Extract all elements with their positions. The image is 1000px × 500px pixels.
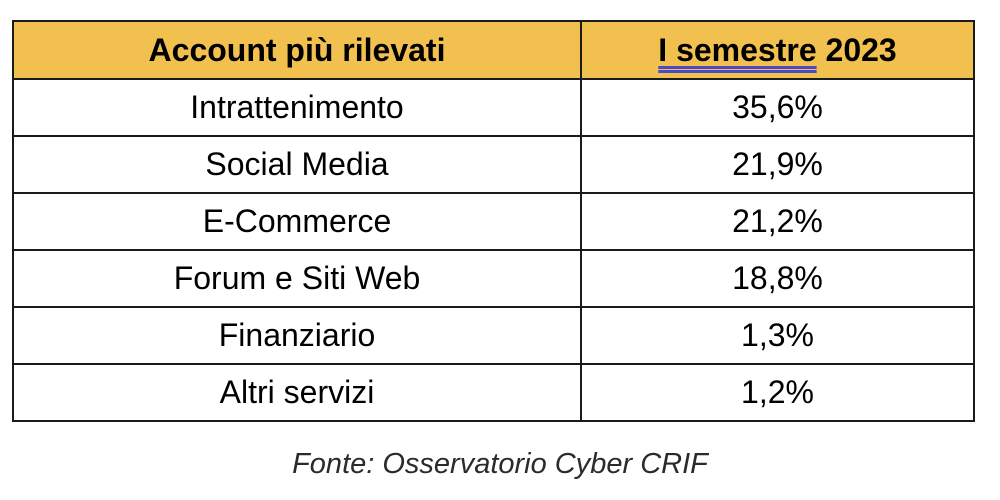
row-value: 21,9% (580, 135, 975, 194)
column-header-category: Account più rilevati (12, 20, 582, 80)
row-category: Finanziario (12, 306, 582, 365)
column-header-period: I semestre 2023 (580, 20, 975, 80)
account-table: Account più rilevati I semestre 2023 Int… (12, 20, 975, 422)
row-value: 1,2% (580, 363, 975, 422)
source-caption: Fonte: Osservatorio Cyber CRIF (292, 448, 708, 480)
row-value: 21,2% (580, 192, 975, 251)
row-category: Intrattenimento (12, 78, 582, 137)
row-category: Altri servizi (12, 363, 582, 422)
row-category: Forum e Siti Web (12, 249, 582, 308)
table-row: Social Media 21,9% (12, 135, 975, 194)
row-value: 18,8% (580, 249, 975, 308)
table-header-row: Account più rilevati I semestre 2023 (12, 20, 975, 80)
column-header-period-year: 2023 (816, 31, 897, 68)
table-row: Altri servizi 1,2% (12, 363, 975, 422)
table-row: E-Commerce 21,2% (12, 192, 975, 251)
column-header-period-underlined: I semestre (658, 31, 817, 68)
row-value: 35,6% (580, 78, 975, 137)
row-value: 1,3% (580, 306, 975, 365)
table-row: Forum e Siti Web 18,8% (12, 249, 975, 308)
table-row: Intrattenimento 35,6% (12, 78, 975, 137)
table-row: Finanziario 1,3% (12, 306, 975, 365)
data-table-container: Account più rilevati I semestre 2023 Int… (12, 20, 975, 422)
row-category: E-Commerce (12, 192, 582, 251)
row-category: Social Media (12, 135, 582, 194)
